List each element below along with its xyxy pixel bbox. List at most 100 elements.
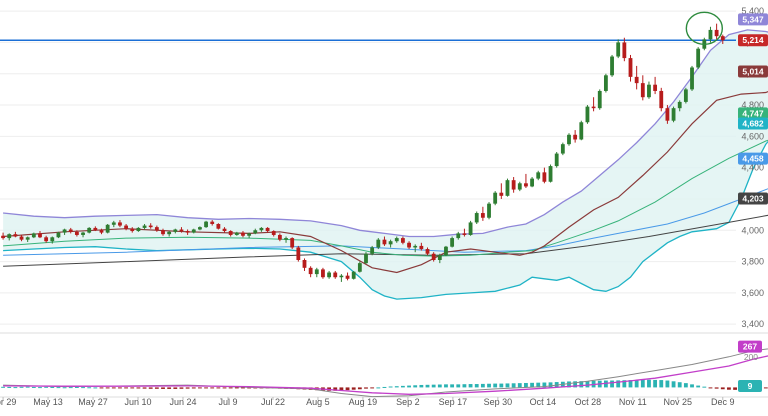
x-tick-label: Nov 11	[619, 397, 647, 407]
candle-body	[357, 263, 362, 272]
histogram-bar	[130, 387, 135, 389]
annotation-circle	[685, 11, 724, 46]
histogram-bar	[610, 380, 614, 388]
y-tick-label: 5,400	[741, 6, 764, 16]
candle-body	[653, 84, 658, 91]
price-tag	[738, 117, 768, 130]
candle-body	[462, 233, 467, 235]
candle-body	[124, 225, 129, 229]
x-tick-label: Aug 19	[349, 397, 378, 407]
histogram-bar	[62, 387, 67, 389]
histogram-bar	[68, 387, 73, 389]
histogram-bar	[148, 387, 153, 389]
histogram-bar	[616, 380, 621, 388]
candle-body	[603, 75, 608, 91]
candle-body	[136, 227, 141, 232]
bollinger-lower-line	[3, 140, 768, 300]
histogram-bar	[536, 382, 541, 388]
histogram-bar	[542, 382, 547, 388]
histogram-bar	[462, 384, 467, 388]
candle-body	[714, 29, 719, 37]
candle-body	[431, 253, 436, 260]
candle-body	[585, 106, 590, 123]
histogram-bar	[413, 385, 418, 388]
histogram-bar	[339, 387, 344, 391]
histogram-bar	[210, 387, 215, 389]
y-tick-label: 3,600	[741, 288, 764, 298]
candle-body	[468, 222, 473, 235]
candle-body	[296, 247, 301, 260]
histogram-bar	[677, 382, 682, 388]
histogram-bar	[727, 387, 731, 390]
candle-body	[474, 213, 479, 223]
histogram-bar	[628, 380, 633, 388]
price-tag-label: 4,747	[742, 108, 764, 118]
candle-body	[271, 231, 276, 235]
subpanel-tag	[738, 340, 762, 353]
histogram-bar	[376, 387, 381, 389]
candle-body	[253, 230, 258, 234]
histogram-bar	[222, 387, 227, 389]
candle-body	[634, 76, 639, 84]
candle-body	[511, 180, 516, 190]
candle-body	[579, 122, 584, 140]
candle-body	[234, 232, 239, 235]
candle-body	[333, 272, 338, 278]
histogram-bar	[111, 387, 116, 389]
candle-body	[7, 234, 12, 239]
candle-body	[284, 238, 288, 240]
histogram-bar	[493, 383, 498, 388]
histogram-bar	[714, 387, 719, 389]
subpanel-tag-label: 267	[743, 342, 757, 352]
candle-body	[345, 275, 350, 279]
x-tick-label: Jun 24	[169, 397, 196, 407]
candle-body	[708, 29, 713, 40]
price-tag-label: 4,682	[742, 119, 764, 129]
candle-body	[370, 247, 375, 254]
candle-body	[671, 108, 676, 121]
histogram-bar	[87, 387, 92, 389]
annotation-layer	[685, 11, 724, 46]
histogram-bar	[44, 386, 49, 388]
candle-body	[524, 183, 528, 187]
histogram-bar	[228, 387, 233, 389]
histogram-bar	[671, 381, 676, 388]
x-tick-label: Jun 10	[125, 397, 152, 407]
candle-body	[290, 238, 295, 248]
candle-body	[493, 192, 498, 204]
candle-body	[1, 235, 5, 239]
candle-body	[19, 236, 24, 240]
histogram-bar	[351, 387, 356, 390]
candle-body	[683, 89, 688, 102]
candle-body	[530, 178, 534, 187]
histogram-bar	[499, 383, 504, 388]
candle-body	[302, 260, 307, 268]
histogram-bar	[50, 386, 55, 388]
histogram-bar	[634, 379, 639, 388]
subpanel-tag	[738, 380, 762, 393]
candle-body	[198, 227, 202, 230]
histogram-bar	[124, 387, 129, 389]
candle-body	[228, 231, 233, 235]
candle-body	[425, 249, 430, 254]
price-tag-label: 5,347	[742, 14, 764, 24]
candle-body	[351, 271, 356, 279]
candle-body	[148, 225, 153, 228]
histogram-bar	[142, 387, 147, 389]
histogram-bar	[31, 386, 36, 388]
histogram-bar	[659, 380, 664, 388]
candle-body	[118, 222, 122, 226]
histogram-bar	[511, 383, 516, 388]
candle-body	[573, 134, 578, 140]
candle-body	[74, 231, 79, 235]
y-tick-label: 4,800	[741, 100, 764, 110]
price-tag-label: 5,014	[742, 67, 764, 77]
candle-body	[665, 108, 670, 121]
histogram-bar	[25, 386, 30, 388]
histogram-bar	[216, 387, 221, 389]
candle-body	[93, 227, 98, 231]
candle-body	[720, 36, 725, 41]
histogram-bar	[179, 387, 184, 389]
histogram-bar	[708, 387, 713, 389]
candle-body	[111, 222, 116, 225]
